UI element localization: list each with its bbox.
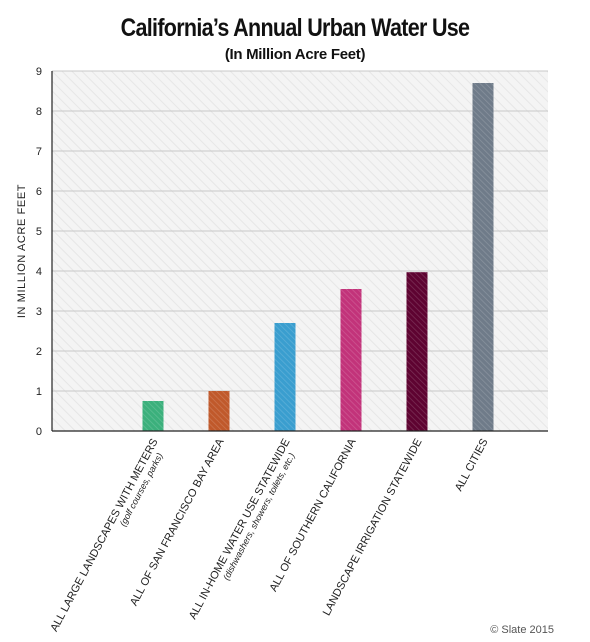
credit-text: © Slate 2015 — [490, 624, 554, 636]
y-tick-label: 6 — [36, 186, 42, 198]
bar-texture — [472, 83, 494, 431]
y-tick-label: 0 — [36, 426, 42, 438]
bars — [142, 83, 494, 431]
bar-texture — [340, 289, 362, 431]
x-category-text: ALL LARGE LANDSCAPES WITH METERS — [48, 437, 160, 634]
bar-texture — [406, 272, 428, 431]
chart-title: California’s Annual Urban Water Use — [120, 14, 470, 42]
y-tick-labels: 0 1 2 3 4 5 6 7 8 9 — [36, 66, 42, 438]
axes — [51, 71, 548, 432]
y-tick-label: 8 — [36, 106, 42, 118]
plot-background — [52, 71, 548, 431]
x-category-label: ALL LARGE LANDSCAPES WITH METERS(golf co… — [48, 437, 164, 634]
gridlines — [52, 70, 548, 392]
y-tick-label: 2 — [36, 346, 42, 358]
y-tick-label: 4 — [36, 266, 42, 278]
y-tick-label: 9 — [36, 66, 42, 78]
bar-texture — [142, 401, 164, 431]
y-tick-label: 7 — [36, 146, 42, 158]
x-category-labels: ALL LARGE LANDSCAPES WITH METERS(golf co… — [48, 436, 491, 634]
y-tick-label: 5 — [36, 226, 42, 238]
x-category-label: ALL CITIES — [453, 437, 491, 494]
bar-texture — [208, 391, 230, 431]
chart-subtitle: (In Million Acre Feet) — [224, 46, 366, 63]
y-axis-label: IN MILLION ACRE FEET — [16, 184, 28, 318]
y-tick-label: 3 — [36, 306, 42, 318]
bar-texture — [274, 323, 296, 431]
x-category-text: ALL CITIES — [453, 437, 491, 494]
y-tick-label: 1 — [36, 386, 42, 398]
